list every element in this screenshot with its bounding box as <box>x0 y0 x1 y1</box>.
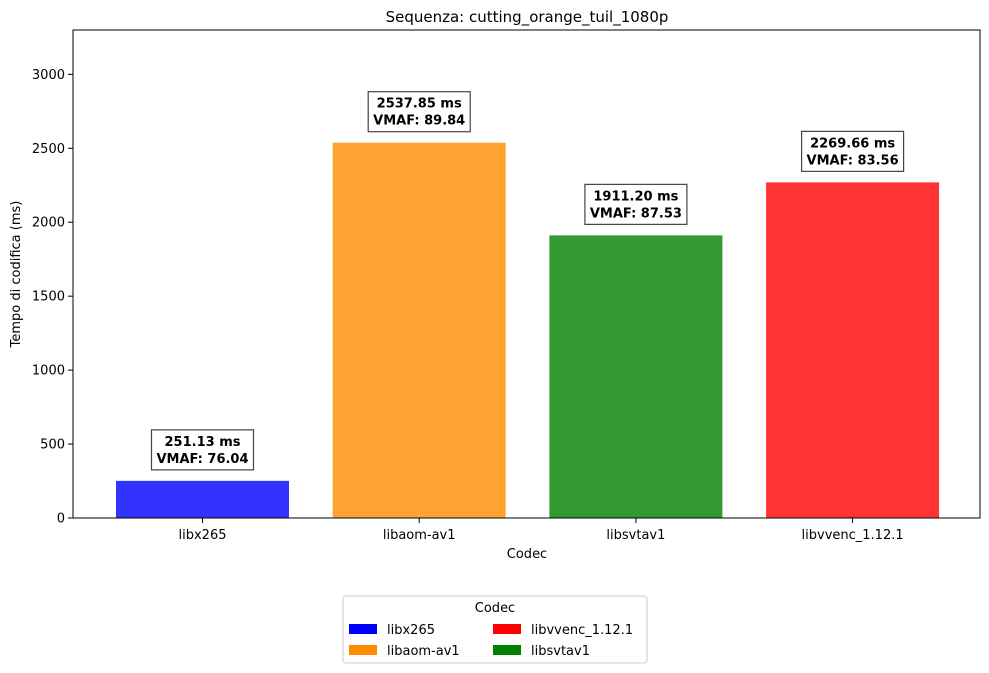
bar-libaom-av1 <box>332 142 506 518</box>
bars-group <box>116 142 940 519</box>
x-tick-label: libx265 <box>179 528 227 543</box>
y-axis-label: Tempo di codifica (ms) <box>9 201 24 349</box>
y-tick-label: 2000 <box>32 216 65 231</box>
legend-label: libx265 <box>387 623 435 638</box>
legend-label: libsvtav1 <box>531 644 590 659</box>
legend-swatch <box>349 624 377 634</box>
legend-label: libaom-av1 <box>387 644 460 659</box>
bar-label-vmaf: VMAF: 87.53 <box>590 206 682 221</box>
bar-labels-group: 251.13 ms VMAF: 76.04 2537.85 ms VMAF: 89.8… <box>150 91 905 471</box>
y-axis-ticks: 0 500 1000 1500 2000 2500 3000 <box>32 68 73 527</box>
legend-swatch <box>493 624 521 634</box>
bar-label-time: 251.13 ms <box>165 435 241 450</box>
y-tick-label: 500 <box>40 438 65 453</box>
bar-libsvtav1 <box>549 235 723 518</box>
bar-label-time: 2537.85 ms <box>377 97 462 112</box>
bar-label-box <box>150 429 255 471</box>
chart-title: Sequenza: cutting_orange_tuil_1080p <box>386 8 669 27</box>
bar-label-time: 1911.20 ms <box>593 189 678 204</box>
x-tick-label: libsvtav1 <box>606 528 665 543</box>
x-axis-ticks: libx265 libaom-av1 libsvtav1 libvvenc_1.12.… <box>179 518 904 543</box>
legend-title: Codec <box>475 601 515 616</box>
bar-label-box <box>584 183 688 225</box>
bar-label-vmaf: VMAF: 83.56 <box>807 153 899 168</box>
legend-label: libvvenc_1.12.1 <box>531 623 633 638</box>
bar-label-box <box>367 91 471 133</box>
legend-swatch <box>349 645 377 655</box>
legend: Codec libx265 libaom-av1 libvvenc_1.12.1lib… <box>342 595 648 664</box>
y-tick-label: 2500 <box>32 142 65 157</box>
bar-label-vmaf: VMAF: 89.84 <box>373 114 465 129</box>
x-tick-label: libvvenc_1.12.1 <box>802 528 904 543</box>
x-axis-label: Codec <box>507 547 547 562</box>
y-tick-label: 1500 <box>32 290 65 305</box>
bar-libvvenc_1.12.1 <box>766 182 940 519</box>
bar-label-box <box>800 130 905 172</box>
plot-area-frame <box>72 29 981 519</box>
x-tick-label: libaom-av1 <box>383 528 456 543</box>
y-tick-label: 3000 <box>32 68 65 83</box>
bar-label-time: 2269.66 ms <box>810 136 895 151</box>
y-tick-label: 0 <box>57 512 65 527</box>
y-tick-label: 1000 <box>32 364 65 379</box>
legend-swatch <box>493 645 521 655</box>
bar-libx265 <box>116 480 289 518</box>
bar-label-vmaf: VMAF: 76.04 <box>156 452 248 467</box>
